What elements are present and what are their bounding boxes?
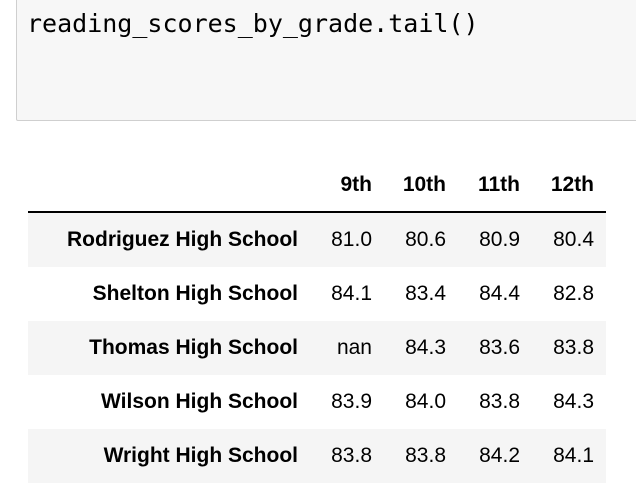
row-index-label: Thomas High School: [89, 336, 298, 359]
table-row: Shelton High School 84.1 83.4 84.4 82.8: [28, 267, 606, 321]
table-cell: 80.6: [405, 228, 446, 251]
row-index-label: Wilson High School: [101, 390, 298, 413]
code-text[interactable]: reading_scores_by_grade.tail(): [27, 9, 479, 38]
table-cell: 84.2: [479, 444, 520, 467]
column-header: 11th: [458, 158, 532, 213]
output-dataframe: 9th 10th 11th 12th Rodriguez High School…: [28, 158, 606, 483]
table-cell: 83.8: [331, 444, 372, 467]
index-header: [28, 158, 310, 213]
table-cell: 84.3: [553, 390, 594, 413]
row-index-label: Wright High School: [103, 444, 298, 467]
code-input-cell[interactable]: [16, 0, 636, 121]
table-row: Wilson High School 83.9 84.0 83.8 84.3: [28, 375, 606, 429]
table-cell: 83.9: [331, 390, 372, 413]
table-cell: 83.8: [405, 444, 446, 467]
table-cell: 81.0: [331, 228, 372, 251]
row-index-label: Rodriguez High School: [67, 228, 298, 251]
table-cell: 83.6: [479, 336, 520, 359]
table-cell: 83.8: [479, 390, 520, 413]
table-cell: 84.0: [405, 390, 446, 413]
header-row: 9th 10th 11th 12th: [28, 158, 606, 213]
table-row: Wright High School 83.8 83.8 84.2 84.1: [28, 429, 606, 483]
column-header: 9th: [310, 158, 384, 213]
table-cell: 83.8: [553, 336, 594, 359]
table-cell: 83.4: [405, 282, 446, 305]
table-row: Thomas High School nan 84.3 83.6 83.8: [28, 321, 606, 375]
table-row: Rodriguez High School 81.0 80.6 80.9 80.…: [28, 212, 606, 267]
table-cell: 82.8: [553, 282, 594, 305]
table-cell: 84.1: [331, 282, 372, 305]
column-header: 12th: [532, 158, 606, 213]
column-header: 10th: [384, 158, 458, 213]
table-cell: 84.1: [553, 444, 594, 467]
row-index-label: Shelton High School: [92, 282, 298, 305]
table-cell: 80.4: [553, 228, 594, 251]
table-cell: nan: [336, 336, 372, 359]
table-cell: 84.3: [405, 336, 446, 359]
table-cell: 80.9: [479, 228, 520, 251]
table-cell: 84.4: [479, 282, 520, 305]
